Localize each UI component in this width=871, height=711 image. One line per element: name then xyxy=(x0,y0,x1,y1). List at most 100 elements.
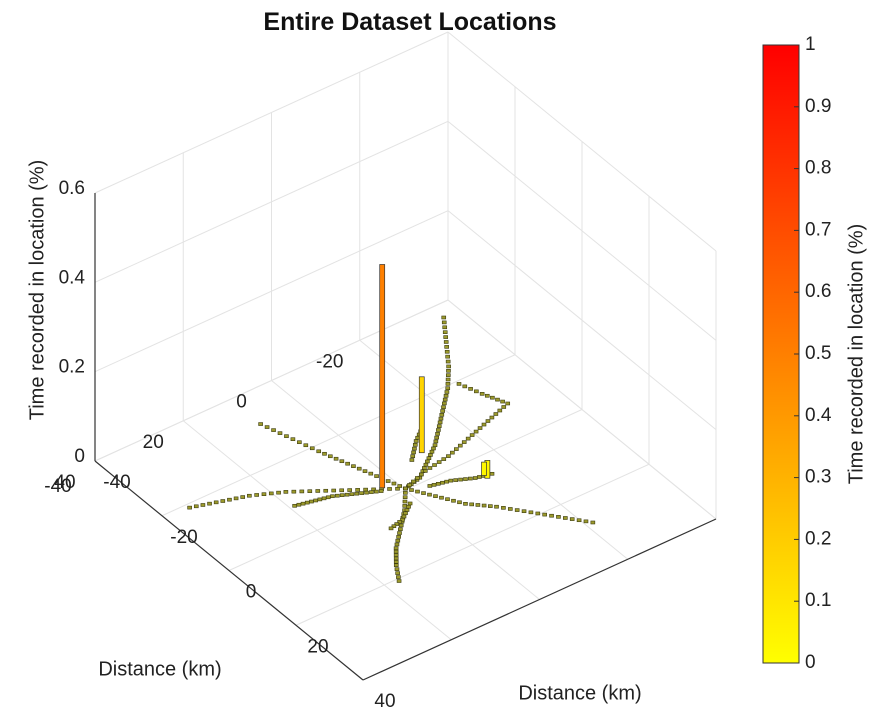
location-bar xyxy=(427,484,433,488)
location-bar xyxy=(438,416,444,421)
location-bar xyxy=(258,422,263,426)
location-bar xyxy=(339,488,345,493)
location-bar xyxy=(356,466,362,471)
location-bar xyxy=(440,409,445,413)
location-bar xyxy=(207,501,212,506)
location-bar xyxy=(277,431,283,435)
location-bar xyxy=(339,459,345,464)
location-bar xyxy=(444,390,450,394)
location-bar xyxy=(388,526,394,531)
location-bar xyxy=(240,495,246,499)
tall-bar xyxy=(418,376,425,454)
location-bar xyxy=(407,483,412,487)
location-bar xyxy=(397,520,402,524)
colorbar-tick-label: 0.1 xyxy=(805,590,831,611)
location-bar xyxy=(500,399,505,404)
location-bar xyxy=(469,433,475,437)
location-bar xyxy=(410,454,416,459)
x-tick-label: 40 xyxy=(54,472,75,493)
location-bar xyxy=(323,488,329,493)
location-bar xyxy=(363,487,368,492)
location-bar xyxy=(403,491,408,495)
location-bar xyxy=(428,453,433,457)
location-bar xyxy=(441,457,447,461)
wall-grid-line xyxy=(447,120,717,341)
colorbar-tick-label: 0.9 xyxy=(805,96,831,117)
y-tick-label: 40 xyxy=(374,691,395,711)
location-bar xyxy=(220,499,226,503)
location-bar xyxy=(462,384,468,389)
colorbar-tick-label: 0 xyxy=(805,652,816,673)
location-bar xyxy=(450,450,455,455)
location-bar xyxy=(441,320,447,325)
location-bar xyxy=(268,491,274,496)
location-bar xyxy=(393,546,399,551)
colorbar-tick-label: 0.7 xyxy=(805,219,831,240)
location-bar xyxy=(321,496,327,501)
location-bar xyxy=(435,481,441,486)
location-bar xyxy=(330,494,335,499)
location-bar xyxy=(307,489,313,494)
location-bar xyxy=(300,501,306,506)
location-bar xyxy=(411,450,416,455)
wall-grid-line xyxy=(94,299,449,462)
location-bar xyxy=(556,515,561,519)
location-bar xyxy=(396,579,402,583)
location-bar xyxy=(317,497,323,502)
location-bar xyxy=(402,504,408,508)
location-bar xyxy=(355,488,360,492)
location-bar xyxy=(394,522,400,526)
location-bar xyxy=(495,397,500,402)
location-bar xyxy=(444,479,449,484)
location-bar xyxy=(461,440,467,444)
location-bar xyxy=(444,349,450,354)
location-bar xyxy=(442,330,448,334)
location-bar xyxy=(501,506,506,510)
wall-grid-line xyxy=(447,31,717,252)
location-bar xyxy=(446,368,451,373)
wall-grid-line xyxy=(94,31,449,194)
colorbar-label: Time recorded in location (%) xyxy=(845,224,867,484)
location-bar xyxy=(193,504,199,509)
y-tick-label: 0 xyxy=(246,582,257,603)
location-bar xyxy=(393,549,399,554)
location-bar xyxy=(403,511,408,516)
location-bar xyxy=(396,575,401,579)
location-bar xyxy=(451,498,456,503)
location-bar xyxy=(563,516,568,520)
floor-grid-line xyxy=(295,463,650,626)
colorbar-tick-label: 0.8 xyxy=(805,158,831,179)
colorbar xyxy=(762,44,800,664)
wall-grid-line xyxy=(447,210,717,431)
location-bar xyxy=(309,446,315,451)
z-tick-label: 0.6 xyxy=(59,178,85,199)
location-bar xyxy=(441,405,446,409)
location-bar xyxy=(261,492,267,496)
location-bar xyxy=(349,492,355,496)
y-tick-label: -40 xyxy=(103,472,130,493)
location-bar xyxy=(443,393,449,398)
location-bar xyxy=(271,428,276,432)
location-bar xyxy=(514,508,520,512)
location-bar xyxy=(313,498,318,503)
location-bar xyxy=(407,501,413,506)
location-bar xyxy=(421,491,426,495)
location-bar xyxy=(433,439,439,444)
location-bar xyxy=(590,520,596,525)
location-bar xyxy=(437,420,443,425)
y-tick-label: 20 xyxy=(307,636,328,657)
location-bar xyxy=(395,538,401,543)
location-bar xyxy=(401,514,407,519)
location-bar xyxy=(409,458,415,462)
location-bar xyxy=(439,412,445,417)
location-bar xyxy=(412,442,418,447)
location-bar xyxy=(397,531,402,535)
location-bar xyxy=(445,359,451,364)
location-bar xyxy=(339,493,345,497)
wall-grid-line xyxy=(447,299,717,520)
location-bar xyxy=(419,472,424,477)
x-tick-label: -40 xyxy=(44,476,71,497)
location-bar xyxy=(331,488,337,493)
location-bar xyxy=(327,454,333,459)
location-bar xyxy=(422,469,428,473)
